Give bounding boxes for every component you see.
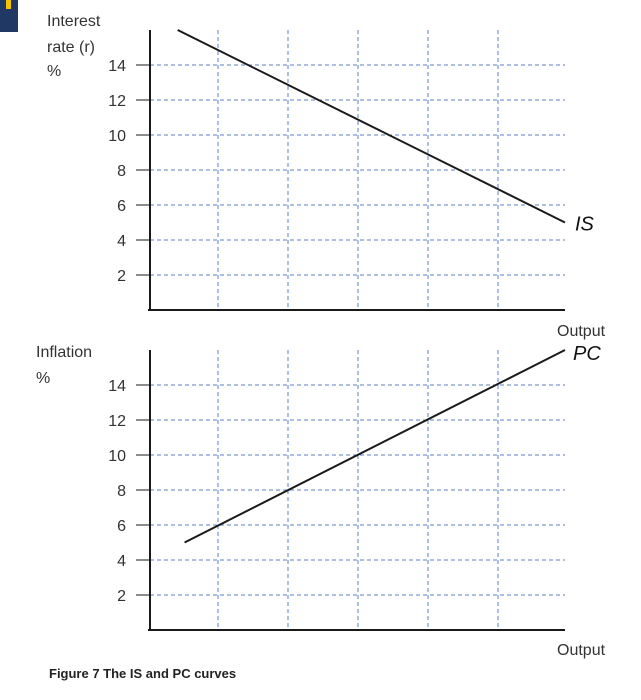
is-ytick-label-2: 2 bbox=[117, 268, 126, 285]
corner-logo-accent bbox=[6, 0, 11, 9]
is-xlabel: Output bbox=[557, 323, 606, 340]
is-curve-panel: 2 4 6 8 10 12 14 Interest rate (r)% Output IS bbox=[47, 13, 606, 340]
is-ytick-label-12: 12 bbox=[108, 93, 126, 110]
is-ylabel-line-2: rate (r) bbox=[47, 39, 95, 56]
pc-ytick-label-12: 12 bbox=[108, 413, 126, 430]
pc-curve-label: PC bbox=[573, 343, 601, 365]
is-ytick-label-8: 8 bbox=[117, 163, 126, 180]
is-ytick-label-14: 14 bbox=[108, 58, 126, 75]
pc-ytick-label-14: 14 bbox=[108, 378, 126, 395]
is-curve-label: IS bbox=[575, 214, 595, 236]
is-curve-line bbox=[177, 29, 566, 224]
is-ytick-label-6: 6 bbox=[117, 198, 126, 215]
pc-curve-panel: 2 4 6 8 10 12 14 Inflation% Output PC bbox=[36, 343, 606, 659]
figure-caption: Figure 7 The IS and PC curves bbox=[49, 666, 237, 681]
pc-curve-line bbox=[184, 349, 566, 544]
pc-ytick-label-6: 6 bbox=[117, 518, 126, 535]
is-ytick-label-4: 4 bbox=[117, 233, 126, 250]
pc-ylabel-line-1: Inflation bbox=[36, 344, 92, 361]
is-ylabel-line-1: Interest bbox=[47, 13, 101, 30]
pc-ytick-label-8: 8 bbox=[117, 483, 126, 500]
is-ylabel-line-3: % bbox=[47, 63, 61, 80]
is-ytick-label-10: 10 bbox=[108, 128, 126, 145]
pc-ytick-label-10: 10 bbox=[108, 448, 126, 465]
pc-xlabel: Output bbox=[557, 642, 606, 659]
pc-ytick-label-2: 2 bbox=[117, 588, 126, 605]
corner-logo-mark bbox=[0, 0, 18, 32]
pc-ylabel-line-2: % bbox=[36, 370, 50, 387]
pc-ytick-label-4: 4 bbox=[117, 553, 126, 570]
